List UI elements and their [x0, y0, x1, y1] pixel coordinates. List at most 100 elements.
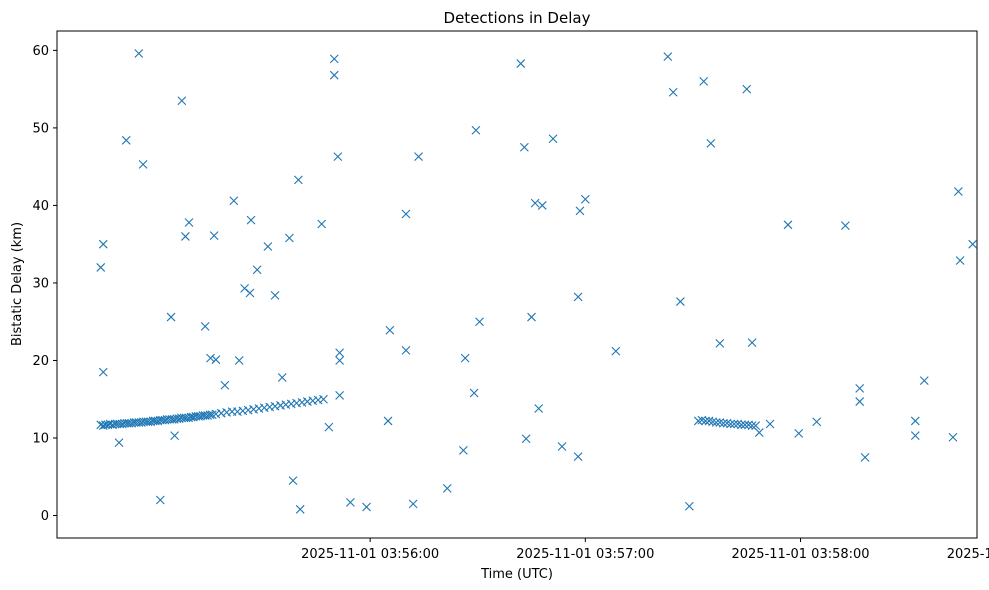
- data-point: [697, 415, 707, 425]
- data-point: [234, 356, 244, 365]
- data-point: [401, 346, 411, 355]
- data-point: [469, 388, 479, 398]
- data-point: [754, 428, 764, 437]
- data-point: [319, 394, 328, 404]
- data-point: [155, 495, 165, 505]
- data-point: [346, 497, 355, 507]
- data-point: [812, 417, 822, 427]
- data-point: [383, 416, 393, 426]
- data-markers: [96, 49, 978, 514]
- data-point: [699, 77, 709, 86]
- data-point: [329, 70, 339, 80]
- x-axis-title: Time (UTC): [480, 567, 553, 582]
- data-point: [471, 125, 481, 135]
- data-point: [460, 353, 470, 363]
- data-point: [948, 432, 958, 442]
- plot-frame: [56, 30, 978, 539]
- data-point: [708, 417, 718, 427]
- data-point: [736, 420, 746, 430]
- x-tick-label: 2025-11-01 03:57:00: [516, 547, 654, 562]
- data-point: [855, 397, 865, 406]
- data-point: [919, 376, 929, 386]
- data-point: [288, 476, 298, 486]
- data-point: [955, 256, 965, 265]
- data-point: [765, 419, 775, 429]
- data-point: [684, 501, 694, 511]
- x-tick-label: 2025-11-01 03:58:00: [731, 547, 869, 562]
- data-point: [726, 419, 735, 429]
- data-point: [744, 420, 753, 430]
- y-tick-label: 60: [32, 44, 49, 59]
- data-point: [668, 87, 678, 97]
- data-point: [277, 373, 287, 382]
- data-point: [96, 263, 106, 272]
- data-point: [534, 404, 544, 413]
- data-point: [783, 220, 793, 230]
- data-point: [138, 159, 148, 169]
- data-point: [747, 421, 757, 430]
- chart-title: Detections in Delay: [444, 9, 591, 27]
- data-point: [557, 442, 567, 451]
- data-point: [401, 209, 411, 219]
- data-point: [295, 504, 305, 514]
- data-point: [335, 348, 345, 358]
- x-axis: 2025-11-01 03:56:00 2025-11-01 03:57:00 20…: [301, 538, 989, 562]
- data-point: [324, 422, 334, 432]
- data-point: [245, 288, 255, 298]
- data-point: [715, 418, 725, 427]
- data-point: [408, 499, 418, 509]
- data-point: [516, 59, 526, 68]
- data-point: [580, 194, 590, 204]
- data-point: [134, 49, 144, 58]
- data-point: [715, 339, 725, 348]
- data-point: [263, 242, 273, 251]
- data-point: [114, 438, 124, 448]
- data-point: [166, 312, 176, 322]
- data-point: [317, 219, 327, 229]
- data-point: [575, 206, 585, 216]
- data-point: [711, 418, 721, 427]
- data-point: [573, 452, 583, 461]
- data-point: [414, 152, 423, 161]
- x-tick-label: 2025-11-01 03:56:00: [301, 547, 439, 562]
- data-point: [209, 231, 219, 241]
- data-point: [333, 152, 343, 161]
- data-point: [794, 428, 804, 438]
- x-tick-label: 2025-11-01 03:59:00: [947, 547, 989, 562]
- data-point: [220, 380, 230, 390]
- data-point: [953, 187, 963, 196]
- y-tick-label: 40: [32, 199, 49, 214]
- data-point: [719, 418, 728, 428]
- data-point: [362, 502, 371, 512]
- data-point: [246, 215, 256, 225]
- data-point: [840, 221, 850, 230]
- data-point: [98, 367, 108, 377]
- data-point: [293, 175, 303, 185]
- data-point: [729, 419, 739, 429]
- y-tick-label: 30: [32, 276, 49, 291]
- data-point: [177, 96, 187, 106]
- data-point: [675, 297, 685, 306]
- data-point: [385, 325, 395, 335]
- y-tick-label: 0: [41, 509, 49, 524]
- data-point: [527, 312, 536, 322]
- data-point: [181, 232, 190, 241]
- data-point: [751, 421, 761, 430]
- data-point: [519, 142, 529, 152]
- data-point: [704, 416, 714, 426]
- data-point: [207, 410, 217, 420]
- data-point: [537, 201, 547, 210]
- data-point: [663, 52, 673, 61]
- data-point: [442, 483, 452, 493]
- data-point: [521, 434, 531, 444]
- data-point: [693, 416, 703, 426]
- data-point: [184, 218, 194, 227]
- data-point: [329, 54, 339, 64]
- data-point: [458, 446, 468, 455]
- data-point: [860, 452, 870, 462]
- data-point: [706, 139, 716, 148]
- data-point: [722, 418, 732, 428]
- y-axis: 0 10 20 30 40 50 60: [32, 44, 57, 524]
- data-point: [740, 420, 750, 430]
- data-point: [742, 84, 752, 94]
